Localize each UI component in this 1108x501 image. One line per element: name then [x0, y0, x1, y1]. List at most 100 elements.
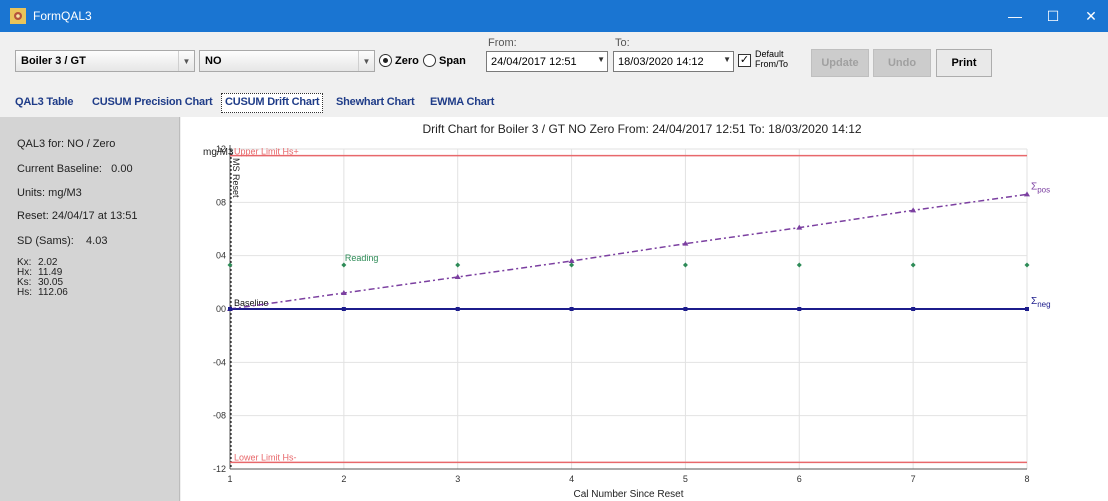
upper-limit-line-label: Upper Limit Hs+ [234, 147, 299, 157]
ks-value: 30.05 [38, 277, 64, 288]
chevron-down-icon[interactable]: ▼ [358, 51, 374, 71]
hx-key: Hx: [17, 267, 32, 278]
minimize-button[interactable]: — [1008, 8, 1022, 24]
to-date-value: 18/03/2020 14:12 [618, 56, 704, 68]
x-tick-label: 4 [569, 474, 574, 484]
tab-cusum-drift-chart[interactable]: CUSUM Drift Chart [221, 93, 324, 113]
radio-selected-icon[interactable] [379, 54, 392, 67]
y-axis-label: mg/M3 [203, 147, 234, 158]
series-neg-point [797, 307, 802, 311]
reading-point [796, 262, 802, 268]
chevron-down-icon[interactable]: ▼ [723, 55, 731, 64]
sd-text: SD (Sams): 4.03 [17, 235, 108, 247]
to-date-picker[interactable]: 18/03/2020 14:12 ▼ [613, 51, 734, 72]
tab-cusum-precision-chart[interactable]: CUSUM Precision Chart [92, 96, 213, 108]
default-from-to-label: Default From/To [755, 49, 789, 69]
chart-title: Drift Chart for Boiler 3 / GT NO Zero Fr… [422, 122, 861, 136]
series-pos-label: Σpos [1031, 181, 1050, 194]
undo-button[interactable]: Undo [873, 49, 931, 77]
y-tick-label: -12 [213, 464, 226, 474]
x-tick-label: 8 [1024, 474, 1029, 484]
y-tick-label: 04 [216, 251, 226, 261]
reading-point [569, 262, 575, 268]
y-tick-label: 08 [216, 197, 226, 207]
kx-value: 2.02 [38, 257, 58, 268]
reading-point [341, 262, 347, 268]
series-pos-point [454, 274, 461, 279]
series-pos-line [229, 193, 1028, 310]
reading-point [910, 262, 916, 268]
reset-text: Reset: 24/04/17 at 13:51 [17, 210, 138, 222]
info-panel [0, 117, 180, 501]
span-radio[interactable]: Span [423, 54, 466, 67]
series-pos-point [682, 240, 689, 246]
lower-limit-line-label: Lower Limit Hs- [234, 452, 297, 462]
hx-row: Hx: 11.49 [17, 268, 62, 278]
update-button[interactable]: Update [811, 49, 869, 77]
from-date-value: 24/04/2017 12:51 [491, 56, 577, 68]
series-pos-point [340, 290, 347, 295]
chevron-down-icon[interactable]: ▼ [178, 51, 194, 71]
y-tick-label: 00 [216, 304, 226, 314]
app-icon [10, 8, 26, 24]
ks-key: Ks: [17, 277, 32, 288]
reading-point [227, 262, 233, 268]
gas-select[interactable]: NO ▼ [199, 50, 375, 72]
baseline-line-label: Baseline [234, 298, 269, 308]
x-tick-label: 7 [911, 474, 916, 484]
reading-point [455, 262, 461, 268]
zero-radio-label: Zero [395, 54, 419, 67]
tab-ewma-chart[interactable]: EWMA Chart [430, 96, 495, 108]
units-text: Units: mg/M3 [17, 187, 82, 199]
y-tick-label: -08 [213, 411, 226, 421]
chevron-down-icon[interactable]: ▼ [597, 55, 605, 64]
reading-point [1024, 262, 1030, 268]
from-label: From: [488, 37, 517, 49]
zero-radio[interactable]: Zero [379, 54, 419, 67]
series-neg-point [683, 307, 688, 311]
reading-point [682, 262, 688, 268]
series-neg-point [1025, 307, 1029, 311]
radio-unselected-icon[interactable] [423, 54, 436, 67]
maximize-button[interactable]: ☐ [1046, 7, 1060, 24]
x-tick-label: 5 [683, 474, 688, 484]
to-label: To: [615, 37, 630, 49]
ks-row: Ks: 30.05 [17, 278, 63, 288]
x-tick-label: 1 [227, 474, 232, 484]
series-neg-point [228, 307, 232, 311]
hs-row: Hs: 112.06 [17, 288, 68, 298]
title-bar: FormQAL3 — ☐ ✕ [0, 0, 1108, 32]
current-baseline-text: Current Baseline: 0.00 [17, 163, 133, 175]
tab-shewhart-chart[interactable]: Shewhart Chart [336, 96, 415, 108]
boiler-select[interactable]: Boiler 3 / GT ▼ [15, 50, 195, 72]
y-tick-label: 12 [216, 144, 226, 154]
series-neg-point [455, 307, 460, 311]
x-tick-label: 6 [797, 474, 802, 484]
tab-qal3-table[interactable]: QAL3 Table [15, 96, 74, 108]
window-title: FormQAL3 [33, 9, 92, 23]
series-pos-point [910, 207, 917, 213]
series-pos-point [568, 258, 575, 263]
reset-marker-label: MS Reset [231, 158, 241, 198]
kx-key: Kx: [17, 257, 32, 268]
hx-value: 11.49 [38, 267, 63, 278]
hs-value: 112.06 [38, 287, 68, 298]
series-neg-point [569, 307, 574, 311]
print-button[interactable]: Print [936, 49, 992, 77]
hs-key: Hs: [17, 287, 32, 298]
y-tick-label: -04 [213, 357, 226, 367]
kx-row: Kx: 2.02 [17, 258, 57, 268]
gas-select-value: NO [205, 55, 222, 67]
series-neg-label: Σneg [1031, 296, 1051, 309]
from-date-picker[interactable]: 24/04/2017 12:51 ▼ [486, 51, 608, 72]
close-button[interactable]: ✕ [1085, 7, 1097, 24]
series-neg-point [911, 307, 916, 311]
drift-chart-area: Drift Chart for Boiler 3 / GT NO Zero Fr… [181, 117, 1108, 501]
x-tick-label: 3 [455, 474, 460, 484]
default-from-to-checkbox[interactable]: ✓ [738, 54, 751, 67]
x-axis-label: Cal Number Since Reset [573, 489, 683, 500]
qal3-for-text: QAL3 for: NO / Zero [17, 138, 116, 150]
series-pos-point [796, 224, 803, 230]
x-tick-label: 2 [341, 474, 346, 484]
